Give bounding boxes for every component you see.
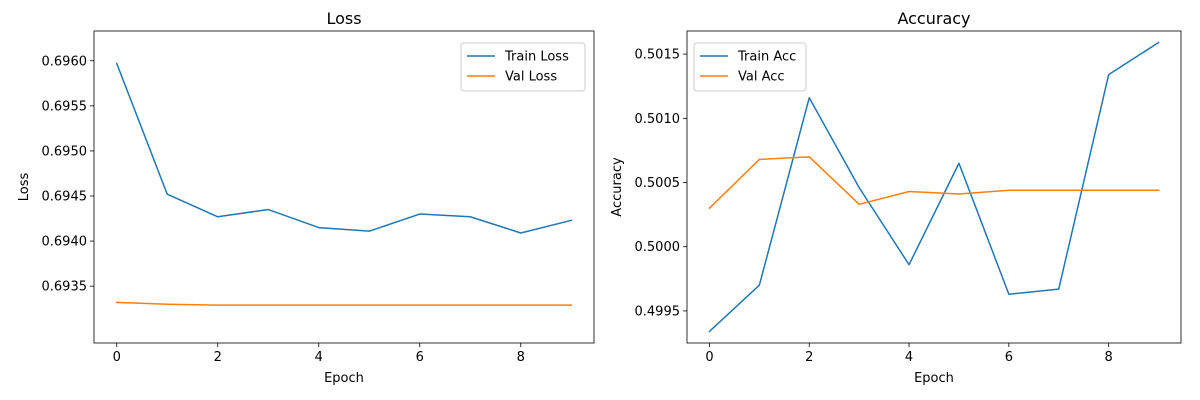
loss-x-tick-label: 8 <box>517 350 525 365</box>
loss-y-tick-label: 0.6935 <box>42 280 88 295</box>
loss-x-axis-label: Epoch <box>324 371 364 386</box>
loss-legend-label-2: Val Loss <box>505 70 557 85</box>
accuracy-x-tick-label: 6 <box>1005 350 1013 365</box>
accuracy-y-tick-label: 0.5015 <box>635 48 681 63</box>
accuracy-y-tick-label: 0.4995 <box>635 304 681 319</box>
accuracy-legend-label-2: Val Acc <box>738 70 785 85</box>
loss-x-tick-label: 0 <box>113 350 121 365</box>
loss-y-tick-label: 0.6945 <box>42 190 88 205</box>
accuracy-legend: Train Acc Val Acc <box>693 42 807 92</box>
accuracy-x-tick-label: 2 <box>805 350 813 365</box>
accuracy-y-tick-label: 0.5010 <box>635 112 681 127</box>
accuracy-series-line-2 <box>708 156 1160 210</box>
accuracy-y-axis-label: Accuracy <box>610 157 625 217</box>
accuracy-x-tick-label: 0 <box>705 350 713 365</box>
loss-y-tick-label: 0.6960 <box>42 54 88 69</box>
loss-legend-box <box>460 42 586 92</box>
loss-legend-label-1: Train Loss <box>504 50 569 65</box>
accuracy-legend-box <box>693 42 807 92</box>
loss-legend: Train Loss Val Loss <box>460 42 586 92</box>
loss-x-tick-label: 2 <box>214 350 222 365</box>
accuracy-x-tick-label: 4 <box>905 350 913 365</box>
accuracy-axes-frame <box>686 30 1182 344</box>
accuracy-series-line-1 <box>708 41 1160 333</box>
accuracy-y-tick-label: 0.5000 <box>635 240 681 255</box>
accuracy-x-axis-label: Epoch <box>914 371 954 386</box>
loss-y-tick-label: 0.6955 <box>42 99 88 114</box>
accuracy-chart-title: Accuracy <box>897 9 970 28</box>
loss-x-tick-label: 6 <box>416 350 424 365</box>
loss-chart: 0 2 4 6 8 0.6935 0.6940 0.6945 0.6950 0.6955 0.696… <box>17 9 595 386</box>
loss-series-line-2 <box>115 301 573 306</box>
loss-series-line-1 <box>115 62 573 234</box>
loss-y-tick-label: 0.6950 <box>42 144 88 159</box>
accuracy-y-tick-label: 0.5005 <box>635 176 681 191</box>
loss-axes-frame <box>93 30 595 344</box>
accuracy-x-tick-label: 8 <box>1105 350 1113 365</box>
loss-x-tick-label: 4 <box>315 350 323 365</box>
loss-chart-title: Loss <box>326 9 361 28</box>
accuracy-legend-label-1: Train Acc <box>737 50 796 65</box>
loss-y-tick-label: 0.6940 <box>42 235 88 250</box>
loss-y-axis-label: Loss <box>17 173 32 202</box>
accuracy-chart: 0 2 4 6 8 0.4995 0.5000 0.5005 0.5010 0.5015 Accur… <box>610 9 1182 386</box>
